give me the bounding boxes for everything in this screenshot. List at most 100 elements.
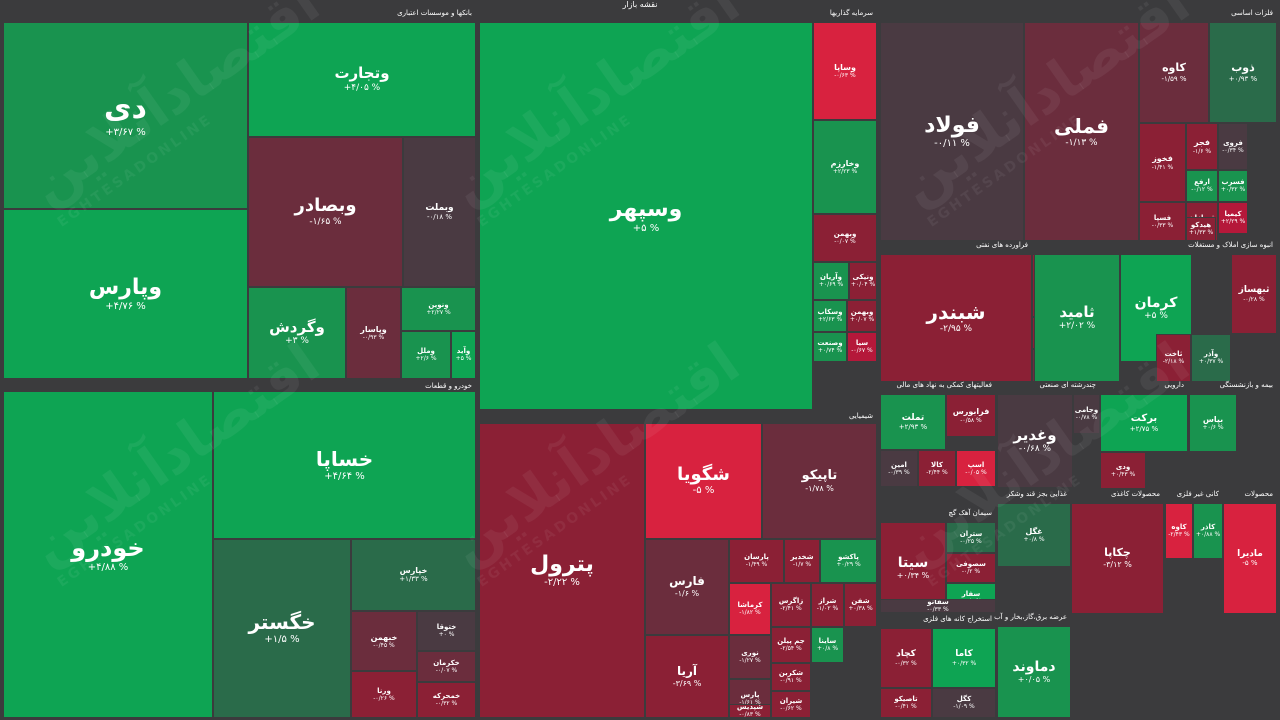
- stock-tile[interactable]: ساینا +۰/۸ %: [811, 627, 844, 663]
- stock-tile[interactable]: فجر -۱/۶ %: [1186, 123, 1218, 170]
- stock-tile[interactable]: فملی -۱/۱۳ %: [1024, 22, 1139, 241]
- stock-tile[interactable]: سیتا +۰/۳۴ %: [880, 522, 946, 613]
- stock-tile[interactable]: خودرو +۴/۸۸ %: [3, 391, 213, 718]
- stock-tile[interactable]: هیدکو +۱/۳۳ %: [1186, 217, 1216, 241]
- stock-tile[interactable]: فروی -۰/۳۴ %: [1218, 123, 1248, 170]
- stock-tile[interactable]: کیمیا +۲/۲۹ %: [1218, 202, 1248, 234]
- stock-tile[interactable]: ذوب +۰/۹۳ %: [1209, 22, 1277, 123]
- stock-tile[interactable]: فارس -۱/۶ %: [645, 539, 729, 635]
- stock-tile[interactable]: فرابورس -۰/۵۸ %: [946, 394, 996, 437]
- stock-tile[interactable]: سفانو -۰/۳۳ %: [880, 599, 996, 613]
- stock-tile[interactable]: مادیرا -۵ %: [1223, 503, 1277, 614]
- stock-tile[interactable]: وآریان +۰/۶۹ %: [813, 262, 849, 300]
- stock-name: سیتا: [897, 554, 929, 571]
- stock-tile[interactable]: وبهمن -۰/۰۷ %: [813, 214, 877, 262]
- stock-tile[interactable]: تملت +۲/۹۳ %: [880, 394, 946, 450]
- stock-tile[interactable]: پاکشو +۰/۲۹ %: [820, 539, 877, 583]
- stock-tile[interactable]: تاصیکو -۰/۴۱ %: [880, 688, 932, 718]
- sector-title: استخراج کانه های فلزی: [923, 615, 992, 623]
- stock-tile[interactable]: وپارس +۴/۷۶ %: [3, 209, 248, 379]
- stock-tile[interactable]: بپاس +۰/۶ %: [1189, 394, 1237, 452]
- stock-tile[interactable]: زاگرس -۲/۴۱ %: [771, 583, 811, 627]
- stock-tile[interactable]: شیران -۰/۶۲ %: [771, 691, 811, 718]
- stock-tile[interactable]: برکت +۲/۷۵ %: [1100, 394, 1188, 452]
- stock-tile[interactable]: ثاخت -۲/۱۸ %: [1156, 334, 1191, 382]
- stock-tile[interactable]: کاذر +۰/۸۸ %: [1193, 503, 1223, 559]
- stock-tile[interactable]: وجامی -۰/۷۸ %: [1073, 394, 1100, 434]
- stock-tile[interactable]: امین -۰/۳۹ %: [880, 450, 918, 487]
- sector-13: استخراج کانه های فلزی کچاد -۰/۳۲ % کاما +۰/۳…: [880, 614, 996, 718]
- stock-tile[interactable]: وملل +۲/۶ %: [401, 331, 451, 379]
- stock-tile[interactable]: جم پیلن -۲/۵۴ %: [771, 627, 811, 663]
- stock-tile[interactable]: آریا -۳/۶۹ %: [645, 635, 729, 718]
- stock-tile[interactable]: تاپیکو -۱/۷۸ %: [762, 423, 877, 539]
- stock-tile[interactable]: خمحرکه -۰/۳۲ %: [417, 682, 476, 718]
- stock-tile[interactable]: وساپا -۰/۶۳ %: [813, 22, 877, 120]
- stock-change: -۲/۴۳ %: [1168, 531, 1190, 539]
- stock-tile[interactable]: خساپا +۴/۶۴ %: [213, 391, 476, 539]
- stock-tile[interactable]: وتجارت +۴/۰۵ %: [248, 22, 476, 137]
- stock-tile[interactable]: فسرب +۰/۳۲ %: [1218, 170, 1248, 202]
- stock-tile[interactable]: شخدیر -۱/۷ %: [784, 539, 820, 583]
- stock-tile[interactable]: ستران -۰/۲۵ %: [946, 522, 996, 553]
- stock-tile[interactable]: پترول -۲/۲۲ %: [479, 423, 645, 718]
- stock-tile[interactable]: کگل -۱/۰۹ %: [932, 688, 996, 718]
- stock-tile[interactable]: ثامید +۲/۰۲ %: [1034, 254, 1120, 382]
- stock-change: +۰/۳۴ %: [896, 570, 930, 580]
- stock-tile[interactable]: ونیکی +۰/۰۴ %: [849, 262, 877, 300]
- stock-tile[interactable]: دی +۳/۶۷ %: [3, 22, 248, 209]
- stock-change: -۰/۱۸ %: [426, 212, 453, 221]
- stock-tile[interactable]: وبصادر -۱/۶۵ %: [248, 137, 403, 287]
- stock-tile[interactable]: ثبهساز -۰/۲۸ %: [1231, 254, 1277, 334]
- sector-17: محصولات مادیرا -۵ %: [1223, 489, 1277, 614]
- stock-tile[interactable]: شراز -۱/۰۲ %: [811, 583, 844, 627]
- stock-tile[interactable]: وغدیر -۰/۶۸ %: [997, 394, 1073, 488]
- stock-tile[interactable]: کاوه -۱/۵۹ %: [1139, 22, 1209, 123]
- stock-tile[interactable]: خبهمن -۰/۴۵ %: [351, 611, 417, 671]
- stock-tile[interactable]: وآید +۵ %: [451, 331, 476, 379]
- stock-tile[interactable]: خکرمان -۰/۰۷ %: [417, 651, 476, 682]
- stock-tile[interactable]: وگردش +۳ %: [248, 287, 346, 379]
- stock-name: پارس: [740, 690, 760, 699]
- stock-tile[interactable]: کاما +۰/۳۲ %: [932, 628, 996, 688]
- stock-tile[interactable]: پارسان -۱/۴۹ %: [729, 539, 784, 583]
- stock-tile[interactable]: ختوقا +۰ %: [417, 611, 476, 651]
- stock-tile[interactable]: شکربن -۰/۹۱ %: [771, 663, 811, 691]
- stock-tile[interactable]: شپدیس -۰/۸۳ %: [729, 704, 771, 718]
- stock-tile[interactable]: ارفع -۰/۱۲ %: [1186, 170, 1218, 202]
- stock-tile[interactable]: کرماشا -۱/۸۲ %: [729, 583, 771, 635]
- stock-tile[interactable]: شفن +۰/۳۸ %: [844, 583, 877, 627]
- stock-tile[interactable]: کاوه -۲/۴۳ %: [1165, 503, 1193, 559]
- stock-tile[interactable]: وبهمن +۰/۰۷ %: [847, 300, 877, 332]
- stock-tile[interactable]: دماوند +۰/۰۵ %: [997, 626, 1071, 718]
- stock-tile[interactable]: وبملت -۰/۱۸ %: [403, 137, 476, 287]
- stock-tile[interactable]: وسکاب +۲/۶۳ %: [813, 300, 847, 332]
- stock-tile[interactable]: وخارزم +۲/۲۳ %: [813, 120, 877, 214]
- stock-tile[interactable]: ورنا -۰/۲۶ %: [351, 671, 417, 718]
- stock-name: تملت: [901, 412, 925, 423]
- stock-tile[interactable]: وپاسار -۰/۹۳ %: [346, 287, 401, 379]
- stock-tile[interactable]: شبندر -۲/۹۵ %: [880, 254, 1032, 382]
- stock-tile[interactable]: سیا -۰/۶۷ %: [847, 332, 877, 362]
- stock-tile[interactable]: وآذر +۰/۳۷ %: [1191, 334, 1231, 382]
- stock-tile[interactable]: ودی +۰/۴۳ %: [1100, 452, 1146, 489]
- stock-tile[interactable]: فسپا -۰/۳۳ %: [1139, 202, 1186, 241]
- stock-name: خودرو: [71, 533, 145, 562]
- stock-tile[interactable]: کچاد -۰/۳۲ %: [880, 628, 932, 688]
- stock-tile[interactable]: فولاد -۰/۱۱ %: [880, 22, 1024, 241]
- stock-tile[interactable]: چکاپا -۳/۱۲ %: [1071, 503, 1164, 614]
- stock-tile[interactable]: خپارس +۱/۳۳ %: [351, 539, 476, 611]
- stock-tile[interactable]: اسپ -۰/۰۵ %: [956, 450, 996, 487]
- stock-tile[interactable]: نوری -۱/۲۷ %: [729, 635, 771, 679]
- stock-tile[interactable]: وسپهر +۵ %: [479, 22, 813, 410]
- stock-tile[interactable]: شگویا -۵ %: [645, 423, 762, 539]
- stock-tile[interactable]: ونوین +۲/۲۷ %: [401, 287, 476, 331]
- stock-tile[interactable]: وصنعت +۰/۷۴ %: [813, 332, 847, 362]
- stock-change: -۱/۶۵ %: [309, 216, 342, 227]
- stock-tile[interactable]: کالا -۲/۴۴ %: [918, 450, 956, 487]
- stock-tile[interactable]: سصوفی -۰/۲ %: [946, 553, 996, 583]
- sector-title: چندرشته ای صنعتی: [1039, 381, 1096, 389]
- stock-tile[interactable]: غگل +۰/۸ %: [997, 503, 1071, 567]
- stock-tile[interactable]: خگستر +۱/۵ %: [213, 539, 351, 718]
- stock-tile[interactable]: فخوز -۱/۴۱ %: [1139, 123, 1186, 202]
